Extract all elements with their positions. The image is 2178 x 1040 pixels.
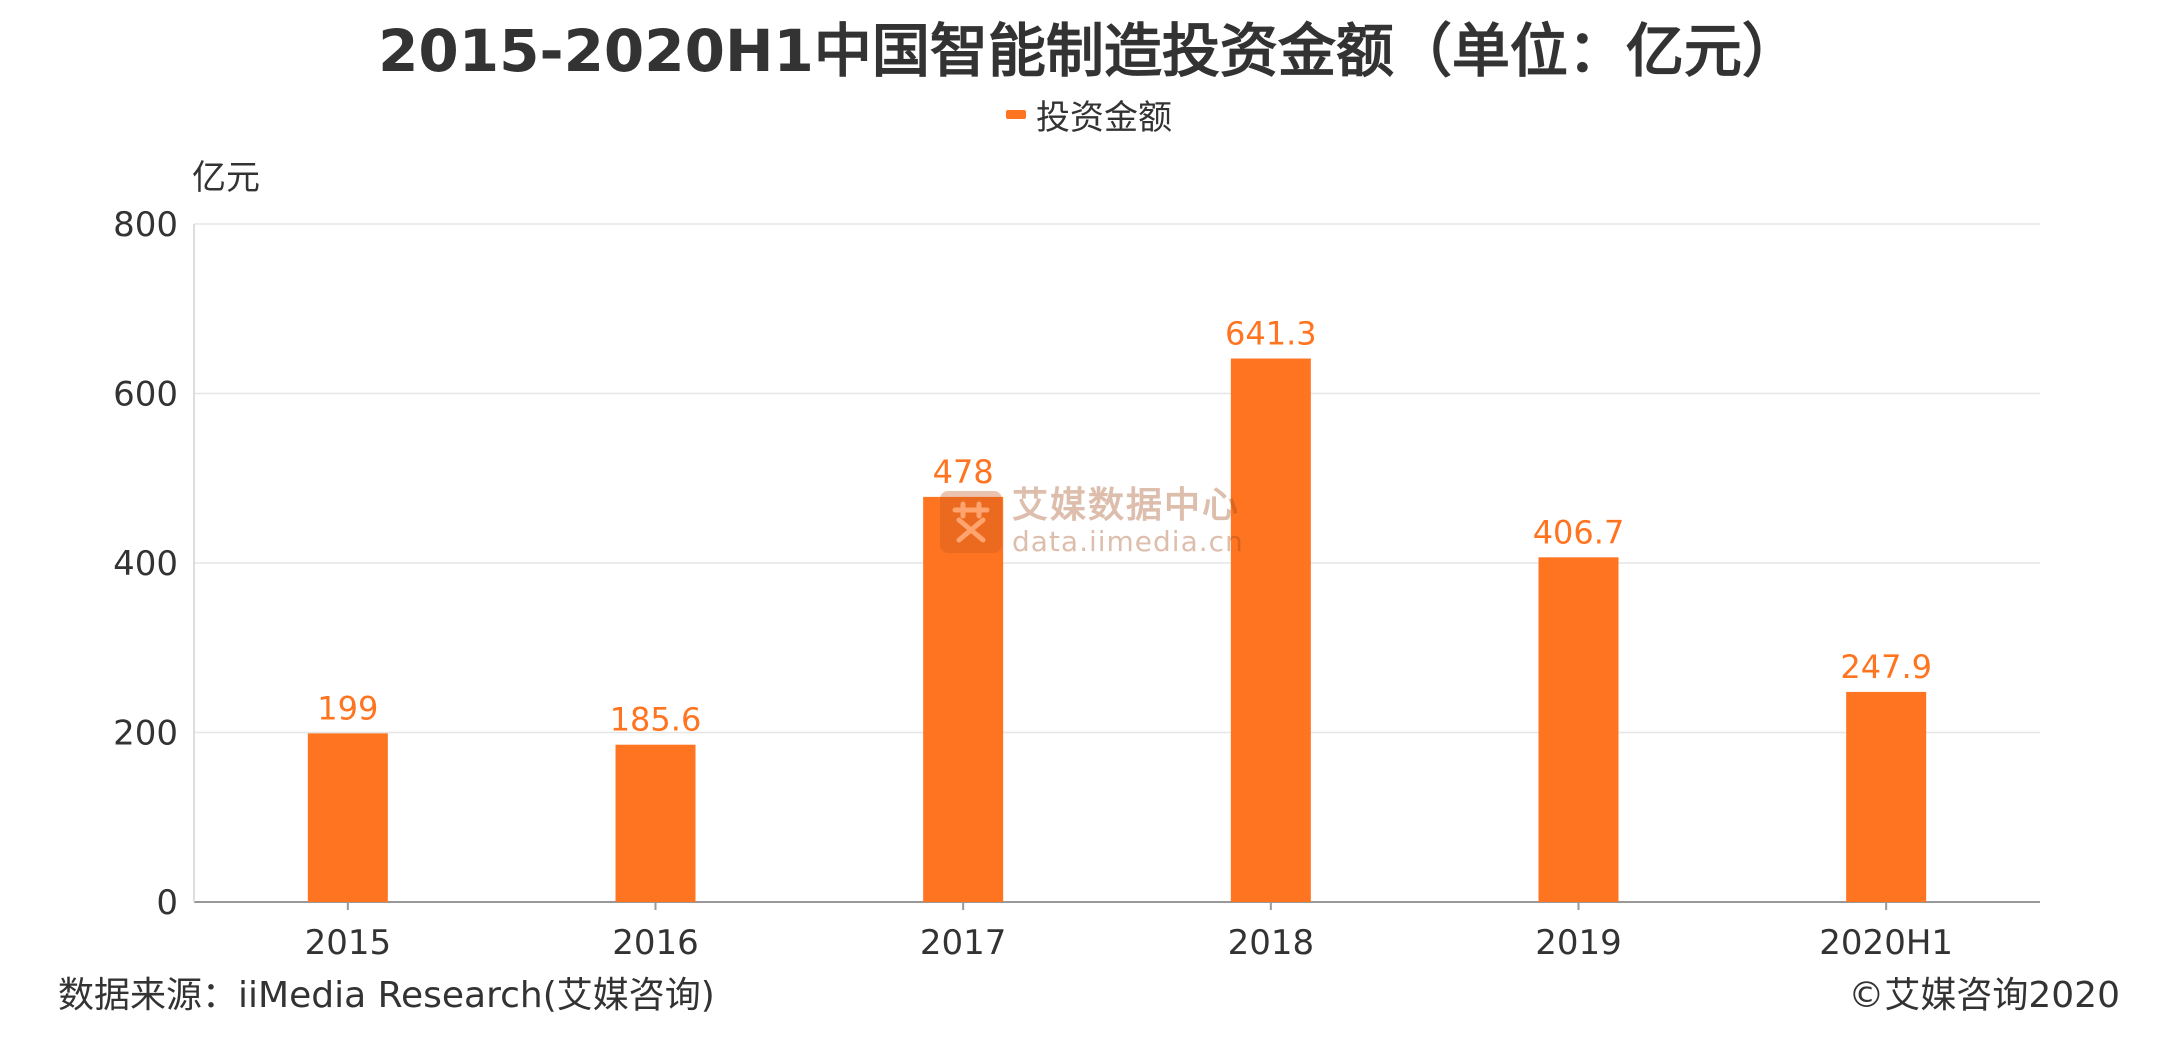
bars <box>307 358 1927 902</box>
x-tick-label: 2015 <box>305 923 392 963</box>
data-label: 185.6 <box>610 701 702 739</box>
bar <box>923 496 1004 902</box>
x-tick-labels: 2015 2016 2017 2018 2019 2020H1 <box>305 923 1953 963</box>
legend-label: 投资金额 <box>1036 98 1172 138</box>
x-tick-label: 2019 <box>1535 923 1622 963</box>
axes <box>193 224 2040 910</box>
data-label: 199 <box>317 689 378 727</box>
y-tick-label: 0 <box>156 883 178 923</box>
y-tick-label: 400 <box>113 544 178 584</box>
watermark: 艾媒数据中心 data.iimedia.cn <box>940 488 1244 556</box>
data-label: 406.7 <box>1533 513 1625 551</box>
data-label: 247.9 <box>1840 648 1932 686</box>
chart-title: 2015-2020H1中国智能制造投资金额（单位：亿元） <box>378 17 1800 85</box>
watermark-cn: 艾媒数据中心 <box>1012 485 1241 526</box>
grid-lines <box>194 223 2040 734</box>
copyright-note: ©艾媒咨询2020 <box>1848 975 2120 1016</box>
data-label: 641.3 <box>1225 314 1317 352</box>
x-tick-label: 2017 <box>920 923 1007 963</box>
y-tick-label: 600 <box>113 375 178 415</box>
value-labels: 199 185.6 478 641.3 406.7 247.9 <box>317 314 1932 738</box>
bar <box>615 744 696 902</box>
watermark-logo-glyph-icon <box>952 501 990 543</box>
source-note: 数据来源：iiMedia Research(艾媒咨询) <box>58 975 715 1016</box>
chart-legend: 投资金额 <box>0 90 2178 139</box>
legend-swatch <box>1006 110 1026 119</box>
watermark-text: 艾媒数据中心 data.iimedia.cn <box>1012 488 1244 556</box>
y-tick-label: 200 <box>113 714 178 754</box>
bar <box>1538 557 1619 902</box>
watermark-en: data.iimedia.cn <box>1012 525 1244 558</box>
bar <box>1230 358 1311 902</box>
y-tick-labels: 0 200 400 600 800 <box>113 205 178 923</box>
x-tick-label: 2016 <box>612 923 699 963</box>
x-tick-label: 2020H1 <box>1819 923 1953 963</box>
data-label: 478 <box>933 453 994 491</box>
y-axis-unit-label: 亿元 <box>192 158 260 198</box>
y-tick-label: 800 <box>113 205 178 245</box>
bar <box>307 733 388 902</box>
bar <box>1846 691 1927 902</box>
x-tick-label: 2018 <box>1228 923 1315 963</box>
watermark-logo-icon <box>940 491 1002 553</box>
